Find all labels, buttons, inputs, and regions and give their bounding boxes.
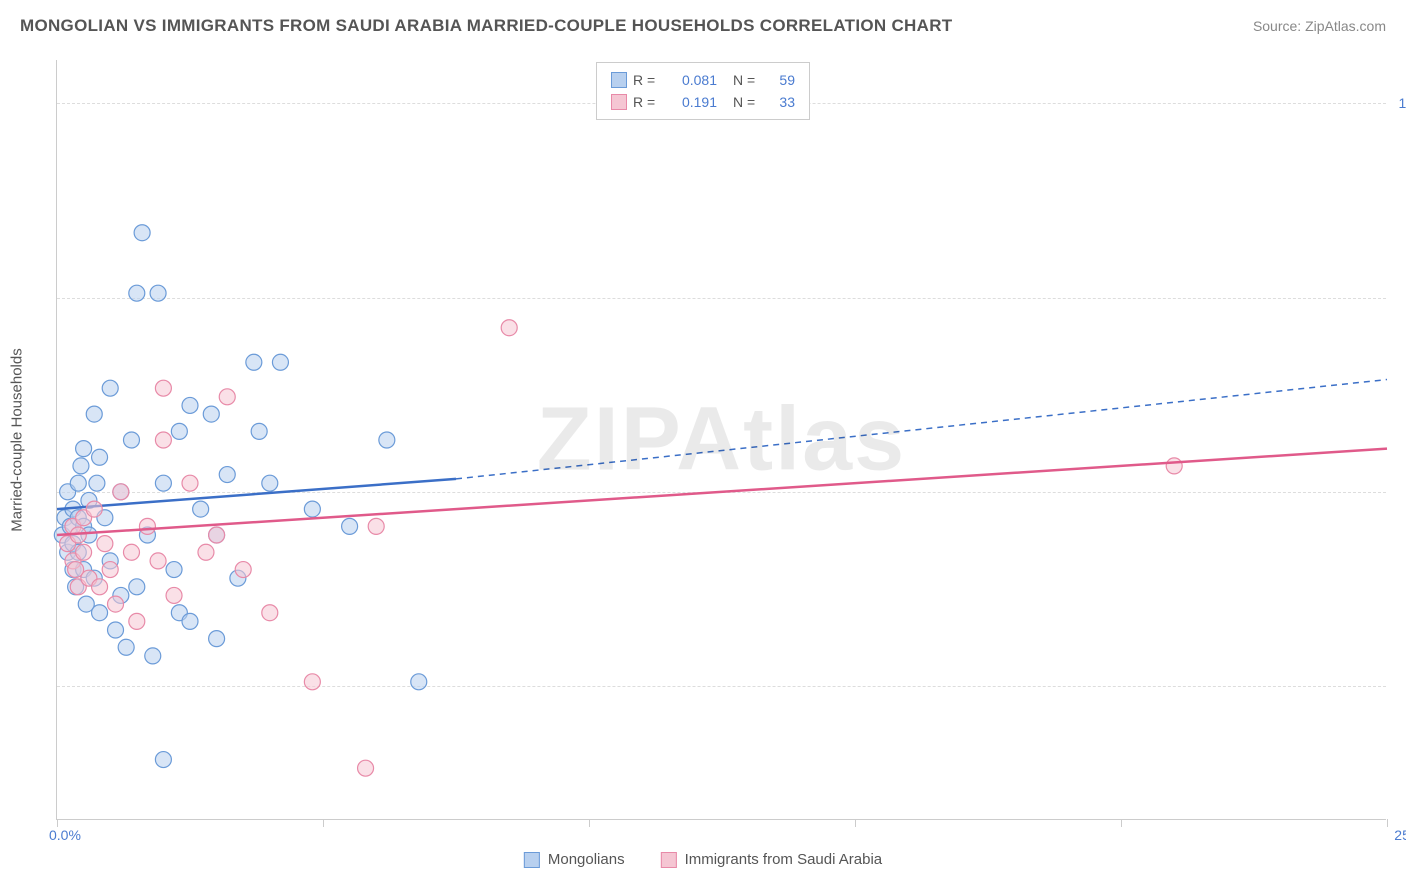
y-tick-label: 100.0%: [1391, 95, 1406, 111]
x-tick: [1121, 819, 1122, 827]
scatter-point: [155, 752, 171, 768]
r-label: R =: [633, 72, 663, 88]
n-value-0: 59: [767, 72, 795, 88]
scatter-point: [76, 441, 92, 457]
x-tick: [855, 819, 856, 827]
scatter-point: [86, 501, 102, 517]
r-value-1: 0.191: [669, 94, 717, 110]
scatter-point: [198, 544, 214, 560]
scatter-point: [70, 475, 86, 491]
n-label: N =: [733, 72, 761, 88]
y-tick-label: 55.0%: [1391, 484, 1406, 500]
scatter-point: [102, 562, 118, 578]
scatter-point: [92, 449, 108, 465]
scatter-point: [182, 613, 198, 629]
legend-bottom-label-1: Immigrants from Saudi Arabia: [685, 851, 883, 868]
legend-bottom-swatch-0: [524, 852, 540, 868]
scatter-point: [182, 397, 198, 413]
legend-row-series-1: R = 0.191 N = 33: [611, 91, 795, 113]
scatter-point: [102, 380, 118, 396]
scatter-plot-svg: [57, 60, 1386, 819]
scatter-point: [209, 631, 225, 647]
scatter-point: [251, 423, 267, 439]
scatter-point: [118, 639, 134, 655]
x-tick: [57, 819, 58, 827]
scatter-point: [123, 432, 139, 448]
scatter-point: [92, 605, 108, 621]
scatter-point: [129, 579, 145, 595]
scatter-point: [123, 544, 139, 560]
legend-bottom-swatch-1: [661, 852, 677, 868]
scatter-point: [150, 285, 166, 301]
legend-correlation: R = 0.081 N = 59 R = 0.191 N = 33: [596, 62, 810, 120]
scatter-point: [145, 648, 161, 664]
scatter-point: [304, 674, 320, 690]
legend-bottom-label-0: Mongolians: [548, 851, 625, 868]
scatter-point: [368, 518, 384, 534]
scatter-point: [193, 501, 209, 517]
scatter-point: [235, 562, 251, 578]
x-tick: [589, 819, 590, 827]
scatter-point: [379, 432, 395, 448]
legend-swatch-1: [611, 94, 627, 110]
chart-plot-area: Married-couple Households 32.5%55.0%77.5…: [56, 60, 1386, 820]
scatter-point: [113, 484, 129, 500]
scatter-point: [171, 423, 187, 439]
scatter-point: [86, 406, 102, 422]
scatter-point: [358, 760, 374, 776]
n-value-1: 33: [767, 94, 795, 110]
scatter-point: [150, 553, 166, 569]
x-axis-max-label: 25.0%: [1394, 827, 1406, 843]
scatter-point: [129, 613, 145, 629]
regression-line: [57, 449, 1387, 535]
x-axis-min-label: 0.0%: [49, 827, 81, 843]
scatter-point: [166, 587, 182, 603]
scatter-point: [108, 622, 124, 638]
source-label: Source: ZipAtlas.com: [1253, 18, 1386, 34]
scatter-point: [304, 501, 320, 517]
scatter-point: [209, 527, 225, 543]
scatter-point: [92, 579, 108, 595]
scatter-point: [246, 354, 262, 370]
scatter-point: [342, 518, 358, 534]
scatter-point: [1166, 458, 1182, 474]
x-tick: [323, 819, 324, 827]
scatter-point: [501, 320, 517, 336]
scatter-point: [129, 285, 145, 301]
scatter-point: [108, 596, 124, 612]
legend-item-1: Immigrants from Saudi Arabia: [661, 851, 883, 868]
scatter-point: [272, 354, 288, 370]
regression-line-extrapolated: [456, 380, 1387, 479]
chart-title: MONGOLIAN VS IMMIGRANTS FROM SAUDI ARABI…: [20, 16, 952, 36]
legend-swatch-0: [611, 72, 627, 88]
legend-row-series-0: R = 0.081 N = 59: [611, 69, 795, 91]
scatter-point: [139, 518, 155, 534]
scatter-point: [411, 674, 427, 690]
scatter-point: [89, 475, 105, 491]
scatter-point: [219, 389, 235, 405]
x-tick: [1387, 819, 1388, 827]
y-tick-label: 77.5%: [1391, 290, 1406, 306]
scatter-point: [155, 380, 171, 396]
scatter-point: [182, 475, 198, 491]
scatter-point: [134, 225, 150, 241]
scatter-point: [262, 605, 278, 621]
scatter-point: [97, 536, 113, 552]
scatter-point: [155, 432, 171, 448]
scatter-point: [203, 406, 219, 422]
legend-series: Mongolians Immigrants from Saudi Arabia: [524, 851, 882, 868]
r-label: R =: [633, 94, 663, 110]
scatter-point: [76, 544, 92, 560]
scatter-point: [262, 475, 278, 491]
legend-item-0: Mongolians: [524, 851, 625, 868]
n-label: N =: [733, 94, 761, 110]
title-bar: MONGOLIAN VS IMMIGRANTS FROM SAUDI ARABI…: [20, 16, 1386, 36]
r-value-0: 0.081: [669, 72, 717, 88]
scatter-point: [155, 475, 171, 491]
scatter-point: [166, 562, 182, 578]
scatter-point: [219, 467, 235, 483]
y-tick-label: 32.5%: [1391, 678, 1406, 694]
scatter-point: [73, 458, 89, 474]
y-axis-label: Married-couple Households: [9, 348, 26, 531]
